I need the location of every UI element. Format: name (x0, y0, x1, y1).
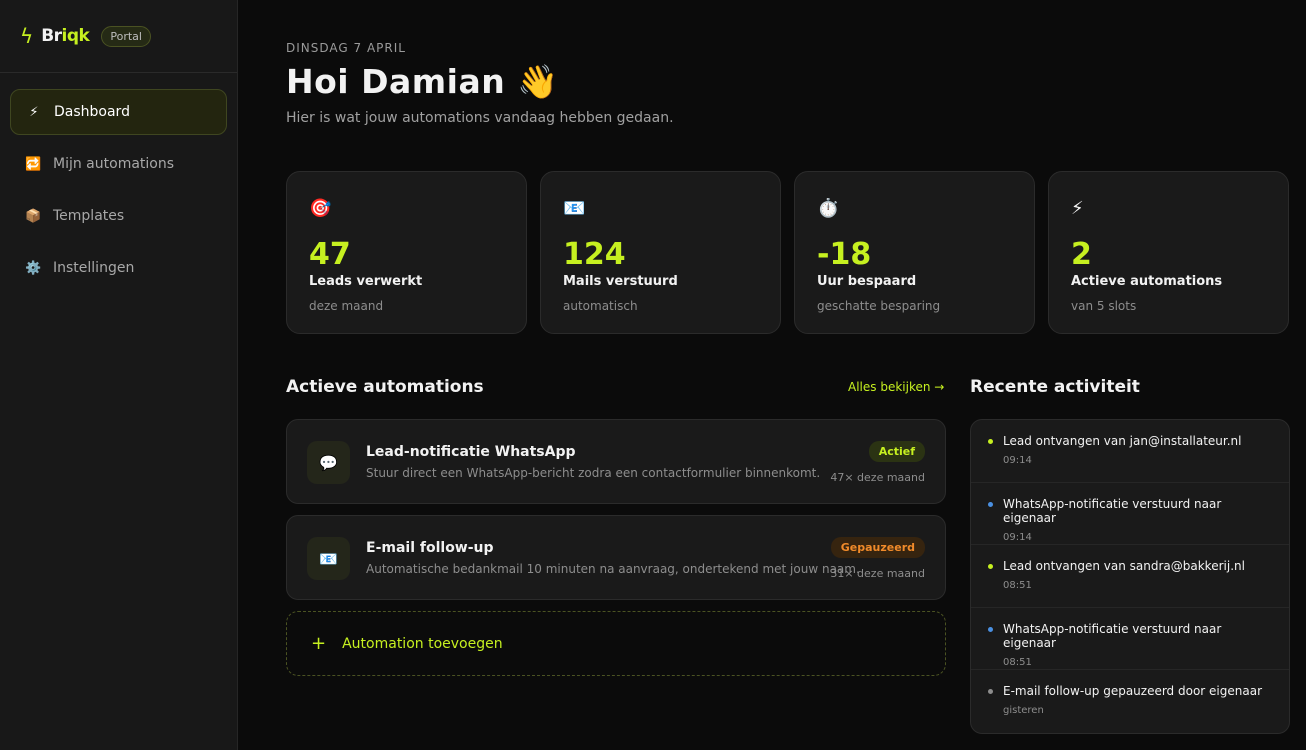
stat-hint: van 5 slots (1071, 299, 1137, 313)
stat-hint: deze maand (309, 299, 384, 313)
activity-time: gisteren (1003, 705, 1044, 717)
stopwatch-icon: ⏱️ (817, 198, 840, 219)
activity-text: Lead ontvangen van jan@installateur.nl (1003, 434, 1242, 448)
lightning-icon: ⚡ (1071, 198, 1084, 219)
status-badge[interactable]: Gepauzeerd (830, 537, 925, 558)
stat-label: Actieve automations (1071, 274, 1223, 289)
automation-card[interactable]: 💬 Lead-notificatie WhatsApp Stuur direct… (286, 419, 946, 504)
run-count: 47× deze maand (830, 471, 925, 484)
see-all-link[interactable]: Alles bekijken → (848, 380, 945, 394)
automation-name: E-mail follow-up (366, 540, 494, 556)
sidebar-item-label: Dashboard (54, 104, 130, 120)
status-dot-icon (988, 439, 993, 444)
logo: Briqk (41, 26, 90, 46)
sidebar-item-dashboard[interactable]: ⚡ Dashboard (10, 89, 227, 135)
gear-icon: ⚙️ (25, 260, 42, 276)
stat-label: Mails verstuurd (563, 274, 678, 289)
logo-suffix: iqk (61, 26, 90, 46)
stat-hint: automatisch (563, 299, 638, 313)
stats-row: 🎯 47 Leads verwerkt deze maand 📧 124 Mails ve… (286, 171, 1289, 334)
sidebar: ϟ Briqk Portal ⚡ Dashboard 🔁 Mijn automati… (0, 0, 238, 750)
sidebar-item-label: Mijn automations (53, 156, 175, 172)
stat-value: 47 (309, 237, 351, 272)
status-dot-icon (988, 626, 993, 632)
activity-time: 08:51 (1003, 580, 1032, 592)
stat-value: -18 (817, 237, 872, 272)
sidebar-nav: ⚡ Dashboard 🔁 Mijn automations 📦 Templates … (0, 73, 237, 313)
plus-icon: + (311, 633, 327, 654)
status-dot-icon (988, 689, 993, 695)
automation-name: Lead-notificatie WhatsApp (366, 444, 576, 460)
activity-time: 09:14 (1003, 455, 1032, 466)
lightning-logo-icon: ϟ (20, 24, 34, 48)
add-automation-label: Automation toevoegen (342, 635, 503, 652)
activity-time: 08:51 (1003, 656, 1032, 668)
stat-value: 124 (563, 237, 626, 272)
repeat-icon: 🔁 (25, 156, 42, 172)
sidebar-item-label: Templates (53, 208, 125, 224)
status-dot-icon (988, 501, 993, 507)
activity-heading: Recente activiteit (970, 377, 1140, 397)
target-icon: 🎯 (309, 198, 332, 219)
email-icon: 📧 (307, 537, 350, 580)
brand[interactable]: ϟ Briqk Portal (0, 0, 237, 73)
sidebar-item-templates[interactable]: 📦 Templates (10, 193, 227, 239)
status-badge[interactable]: Actief (868, 441, 925, 462)
sidebar-item-settings[interactable]: ⚙️ Instellingen (10, 245, 227, 291)
activity-item: WhatsApp-notificatie verstuurd naar eige… (971, 483, 1289, 546)
status-dot-icon (988, 564, 993, 570)
stat-hint: geschatte besparing (817, 299, 941, 313)
stat-label: Uur bespaard (817, 274, 917, 289)
package-icon: 📦 (25, 208, 42, 224)
automation-description: Automatische bedankmail 10 minuten na aa… (366, 562, 860, 576)
email-icon: 📧 (563, 198, 586, 219)
add-automation-button[interactable]: + Automation toevoegen (286, 611, 946, 676)
page-subtitle: Hier is wat jouw automations vandaag heb… (286, 110, 674, 126)
stat-card-hours: ⏱️ -18 Uur bespaard geschatte besparing (794, 171, 1035, 334)
date-label: DINSDAG 7 APRIL (286, 41, 406, 55)
activity-text: E-mail follow-up gepauzeerd door eigenaa… (1003, 684, 1263, 699)
run-count: 31× deze maand (830, 567, 925, 580)
activity-list: Lead ontvangen van jan@installateur.nl 09… (970, 419, 1290, 734)
speech-bubble-icon: 💬 (307, 441, 350, 484)
activity-text: WhatsApp-notificatie verstuurd naar eige… (1003, 496, 1222, 525)
automation-description: Stuur direct een WhatsApp-bericht zodra … (366, 466, 821, 480)
portal-badge: Portal (101, 25, 151, 47)
stat-card-leads: 🎯 47 Leads verwerkt deze maand (286, 171, 527, 334)
activity-text: WhatsApp-notificatie verstuurd naar eige… (1003, 621, 1222, 650)
stat-card-mails: 📧 124 Mails verstuurd automatisch (540, 171, 781, 334)
automations-list: 💬 Lead-notificatie WhatsApp Stuur direct… (286, 419, 946, 676)
activity-time: 09:14 (1003, 531, 1032, 543)
automations-heading: Actieve automations (286, 377, 484, 397)
stat-label: Leads verwerkt (309, 274, 423, 289)
activity-text: Lead ontvangen van sandra@bakkerij.nl (1003, 559, 1245, 574)
stat-card-active: ⚡ 2 Actieve automations van 5 slots (1048, 171, 1289, 334)
sidebar-item-label: Instellingen (53, 260, 135, 276)
lightning-icon: ⚡ (29, 104, 39, 120)
activity-item: Lead ontvangen van sandra@bakkerij.nl 08:… (971, 545, 1289, 608)
stat-value: 2 (1071, 237, 1092, 272)
activity-item: Lead ontvangen van jan@installateur.nl 09… (971, 420, 1289, 483)
logo-prefix: Br (41, 26, 62, 46)
activity-item: E-mail follow-up gepauzeerd door eigenaa… (971, 670, 1289, 733)
sidebar-item-automations[interactable]: 🔁 Mijn automations (10, 141, 227, 187)
activity-item: WhatsApp-notificatie verstuurd naar eige… (971, 608, 1289, 671)
automation-card[interactable]: 📧 E-mail follow-up Automatische bedankma… (286, 515, 946, 600)
page-title: Hoi Damian 👋 (286, 62, 559, 101)
